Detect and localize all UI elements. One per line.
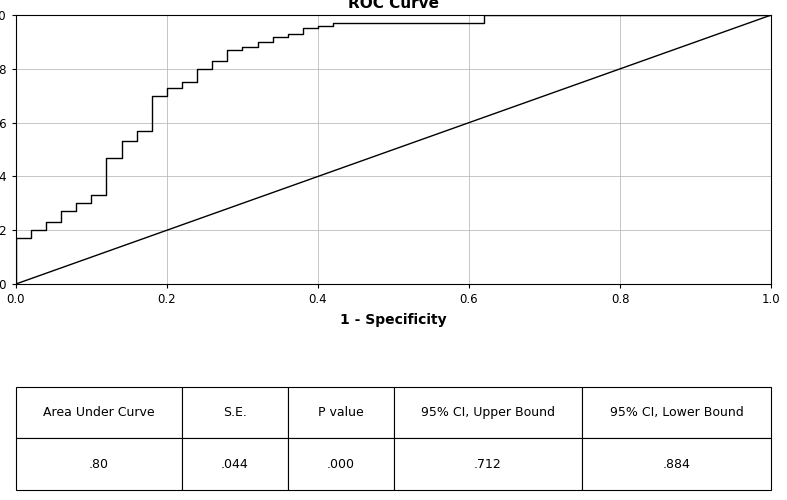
- Title: ROC Curve: ROC Curve: [348, 0, 439, 11]
- X-axis label: 1 - Specificity: 1 - Specificity: [340, 313, 447, 327]
